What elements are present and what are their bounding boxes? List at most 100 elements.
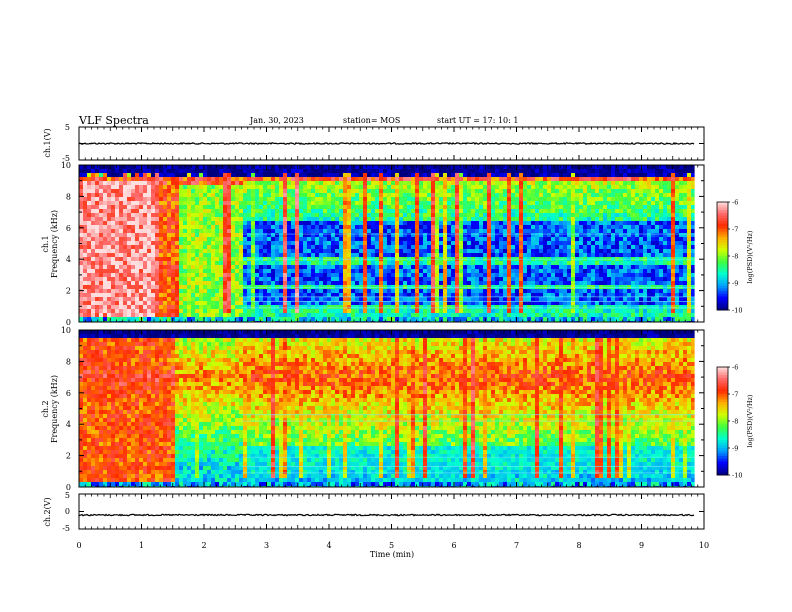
spectrogram-cell	[231, 285, 235, 289]
spectrogram-cell	[407, 165, 411, 169]
spectrogram-cell	[399, 213, 403, 217]
spectrogram-cell	[423, 229, 427, 233]
spectrogram-cell	[203, 205, 207, 209]
spectrogram-cell	[439, 189, 443, 193]
spectrogram-cell	[491, 177, 495, 181]
spectrogram-cell	[99, 189, 103, 193]
spectrogram-cell	[383, 205, 387, 209]
spectrogram-cell	[131, 317, 135, 321]
spectrogram-cell	[123, 221, 127, 225]
spectrogram-cell	[103, 309, 107, 313]
spectrogram-cell	[335, 241, 339, 245]
spectrogram-cell	[467, 309, 471, 313]
spectrogram-cell	[435, 293, 439, 297]
spectrogram-cell	[271, 173, 275, 177]
spectrogram-cell	[155, 189, 159, 193]
spectrogram-cell	[463, 253, 467, 257]
spectrogram-cell	[495, 165, 499, 169]
spectrogram-cell	[343, 249, 347, 253]
spectrogram-cell	[399, 293, 403, 297]
spectrogram-cell	[543, 221, 547, 225]
spectrogram-cell	[519, 261, 523, 265]
spectrogram-cell	[431, 309, 435, 313]
spectrogram-cell	[115, 201, 119, 205]
spectrogram-cell	[219, 193, 223, 197]
spectrogram-cell	[231, 277, 235, 281]
spectrogram-cell	[247, 173, 251, 177]
spectrogram-cell	[159, 261, 163, 265]
spectrogram-cell	[119, 245, 123, 249]
spectrogram-cell	[235, 317, 239, 321]
spectrogram-cell	[491, 317, 495, 321]
spectrogram-cell	[303, 197, 307, 201]
spectrogram-cell	[127, 193, 131, 197]
spectrogram-cell	[539, 289, 543, 293]
spectrogram-cell	[211, 173, 215, 177]
spectrogram-cell	[491, 249, 495, 253]
spectrogram-cell	[171, 297, 175, 301]
spectrogram-cell	[195, 273, 199, 277]
spectrogram-cell	[507, 305, 511, 309]
spectrogram-cell	[319, 233, 323, 237]
spectrogram-cell	[207, 297, 211, 301]
spectrogram-cell	[499, 197, 503, 201]
spectrogram-cell	[235, 165, 239, 169]
spectrogram-cell	[335, 177, 339, 181]
spectrogram-cell	[215, 289, 219, 293]
spectrogram-cell	[447, 209, 451, 213]
spectrogram-cell	[267, 165, 271, 169]
spectrogram-cell	[307, 225, 311, 229]
spectrogram-cell	[91, 181, 95, 185]
spectrogram-cell	[291, 165, 295, 169]
spectrogram-cell	[431, 269, 435, 273]
spectrogram-cell	[223, 209, 227, 213]
spectrogram-cell	[387, 165, 391, 169]
spectrogram-cell	[387, 261, 391, 265]
spectrogram-cell	[123, 277, 127, 281]
spectrogram-cell	[499, 261, 503, 265]
spectrogram-cell	[283, 301, 287, 305]
spectrogram-cell	[159, 253, 163, 257]
spectrogram-cell	[91, 169, 95, 173]
spectrogram-cell	[363, 301, 367, 305]
spectrogram-cell	[303, 237, 307, 241]
spectrogram-cell	[435, 189, 439, 193]
spectrogram-cell	[383, 209, 387, 213]
spectrogram-cell	[423, 265, 427, 269]
spectrogram-cell	[523, 285, 527, 289]
spectrogram-cell	[463, 293, 467, 297]
spectrogram-cell	[355, 245, 359, 249]
spectrogram-cell	[339, 281, 343, 285]
spectrogram-cell	[211, 297, 215, 301]
spectrogram-cell	[115, 269, 119, 273]
spectrogram-cell	[547, 249, 551, 253]
spectrogram-cell	[535, 293, 539, 297]
spectrogram-cell	[163, 257, 167, 261]
spectrogram-cell	[307, 313, 311, 317]
spectrogram-cell	[387, 197, 391, 201]
spectrogram-cell	[371, 297, 375, 301]
spectrogram-cell	[279, 313, 283, 317]
spectrogram-cell	[407, 237, 411, 241]
spectrogram-cell	[183, 197, 187, 201]
spectrogram-cell	[95, 213, 99, 217]
spectrogram-cell	[383, 173, 387, 177]
spectrogram-cell	[343, 225, 347, 229]
spectrogram-cell	[375, 265, 379, 269]
spectrogram-cell	[359, 249, 363, 253]
spectrogram-cell	[103, 165, 107, 169]
spectrogram-cell	[443, 169, 447, 173]
spectrogram-cell	[511, 213, 515, 217]
spectrogram-cell	[463, 273, 467, 277]
spectrogram-cell	[479, 205, 483, 209]
spectrogram-cell	[131, 245, 135, 249]
spectrogram-cell	[395, 173, 399, 177]
spectrogram-cell	[523, 237, 527, 241]
spectrogram-cell	[291, 185, 295, 189]
spectrogram-cell	[179, 169, 183, 173]
spectrogram-cell	[159, 277, 163, 281]
spectrogram-cell	[307, 301, 311, 305]
spectrogram-cell	[143, 245, 147, 249]
spectrogram-cell	[179, 241, 183, 245]
spectrogram-cell	[175, 205, 179, 209]
